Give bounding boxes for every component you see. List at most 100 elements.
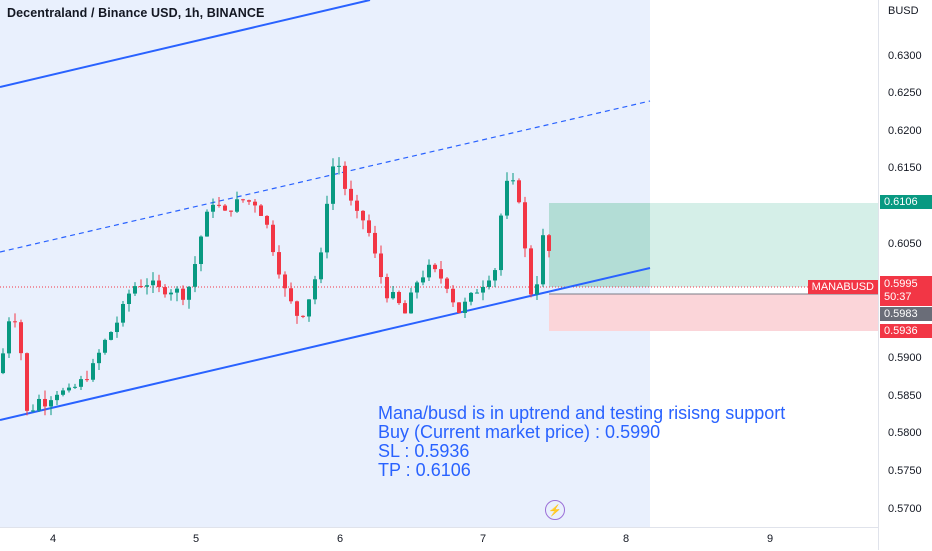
candle-body bbox=[229, 210, 233, 212]
time-tick: 9 bbox=[766, 533, 774, 545]
candle-body bbox=[181, 288, 185, 300]
candle-body bbox=[487, 280, 491, 287]
candle-body bbox=[295, 301, 299, 316]
channel-lower-line[interactable] bbox=[0, 267, 651, 421]
candle-body bbox=[91, 363, 95, 380]
candle-body bbox=[421, 277, 425, 283]
chart-area[interactable]: Decentraland / Binance USD, 1h, BINANCE … bbox=[0, 0, 878, 527]
entry-price-tag: 0.5983 bbox=[880, 307, 932, 321]
profit-zone-dark bbox=[549, 203, 650, 287]
candle-body bbox=[529, 248, 533, 295]
candle-body bbox=[301, 315, 305, 317]
candle-body bbox=[463, 301, 467, 313]
candle-body bbox=[493, 270, 497, 281]
channel-mid-line[interactable] bbox=[0, 100, 651, 253]
candle-body bbox=[475, 292, 479, 294]
candle-body bbox=[403, 303, 407, 314]
candle-body bbox=[31, 410, 35, 412]
candle-body bbox=[1, 353, 5, 374]
candle-body bbox=[361, 210, 365, 221]
countdown-timer: 50:37 bbox=[884, 291, 912, 303]
candle-body bbox=[349, 188, 353, 201]
annotation-text[interactable]: Mana/busd is in uptrend and testing risi… bbox=[378, 404, 785, 480]
candle-body bbox=[139, 286, 143, 288]
candle-body bbox=[325, 203, 329, 253]
price-tick: 0.5750 bbox=[888, 465, 922, 477]
candle-body bbox=[61, 390, 65, 395]
candle-body bbox=[271, 224, 275, 253]
current-price-tag: 0.5995 50:37 bbox=[880, 276, 932, 306]
candle-body bbox=[547, 235, 551, 251]
candle-body bbox=[253, 201, 257, 206]
candle-body bbox=[97, 352, 101, 364]
candle-body bbox=[43, 398, 47, 407]
candle-body bbox=[25, 353, 29, 411]
price-axis[interactable]: BUSD 0.6300 0.6250 0.6200 0.6150 0.6050 … bbox=[878, 0, 932, 550]
candle-body bbox=[259, 205, 263, 216]
channel-upper-line[interactable] bbox=[0, 0, 371, 88]
candle-body bbox=[517, 180, 521, 203]
stop-loss-price-tag: 0.5936 bbox=[880, 324, 932, 338]
candle-body bbox=[457, 302, 461, 313]
candle-body bbox=[343, 165, 347, 189]
loss-zone[interactable] bbox=[549, 294, 878, 331]
symbol-tag: MANABUSD bbox=[807, 280, 878, 294]
candle-body bbox=[283, 274, 287, 289]
candle-body bbox=[175, 288, 179, 293]
currency-label: BUSD bbox=[888, 5, 919, 17]
price-tick: 0.6250 bbox=[888, 87, 922, 99]
candle-body bbox=[331, 166, 335, 204]
candle-body bbox=[247, 200, 251, 202]
candle-body bbox=[205, 211, 209, 237]
price-tick: 0.5800 bbox=[888, 427, 922, 439]
candle-body bbox=[223, 205, 227, 211]
candle-body bbox=[109, 332, 113, 340]
candle-body bbox=[307, 299, 311, 317]
candle-body bbox=[379, 253, 383, 278]
candle-body bbox=[235, 199, 239, 212]
candle-body bbox=[439, 269, 443, 279]
candle-body bbox=[151, 280, 155, 286]
candle-body bbox=[199, 236, 203, 265]
candle-body bbox=[163, 287, 167, 295]
candle-body bbox=[337, 165, 341, 167]
price-tick: 0.6300 bbox=[888, 50, 922, 62]
candle-body bbox=[169, 292, 173, 295]
price-tick: 0.6150 bbox=[888, 162, 922, 174]
price-tick: 0.5900 bbox=[888, 352, 922, 364]
price-tick: 0.6050 bbox=[888, 238, 922, 250]
candle-body bbox=[157, 280, 161, 288]
lightning-icon[interactable]: ⚡ bbox=[545, 500, 565, 520]
candle-body bbox=[55, 394, 59, 401]
candle-body bbox=[541, 235, 545, 285]
candle-body bbox=[499, 215, 503, 271]
price-chart[interactable] bbox=[0, 0, 878, 527]
candle-body bbox=[409, 292, 413, 314]
candle-body bbox=[13, 321, 17, 323]
candle-body bbox=[505, 180, 509, 216]
time-axis[interactable]: 4 5 6 7 8 9 bbox=[0, 527, 878, 551]
take-profit-price-tag: 0.6106 bbox=[880, 195, 932, 209]
candle-body bbox=[373, 232, 377, 254]
time-tick: 7 bbox=[479, 533, 487, 545]
chart-title: Decentraland / Binance USD, 1h, BINANCE bbox=[7, 6, 265, 20]
price-tick: 0.5850 bbox=[888, 390, 922, 402]
candle-body bbox=[121, 303, 125, 323]
candle-body bbox=[73, 386, 77, 388]
candles-group bbox=[1, 157, 551, 416]
price-tick: 0.5700 bbox=[888, 503, 922, 515]
candle-body bbox=[397, 292, 401, 304]
candle-body bbox=[451, 288, 455, 303]
candle-body bbox=[127, 293, 131, 304]
candle-body bbox=[535, 284, 539, 295]
candle-body bbox=[85, 379, 89, 381]
candle-body bbox=[427, 264, 431, 278]
annotation-line-1: Mana/busd is in uptrend and testing risi… bbox=[378, 403, 786, 423]
candle-body bbox=[277, 252, 281, 275]
time-tick: 4 bbox=[49, 533, 57, 545]
candle-body bbox=[49, 400, 53, 407]
candle-body bbox=[103, 339, 107, 353]
candle-body bbox=[7, 321, 11, 354]
candle-body bbox=[367, 220, 371, 233]
candle-body bbox=[115, 322, 119, 333]
